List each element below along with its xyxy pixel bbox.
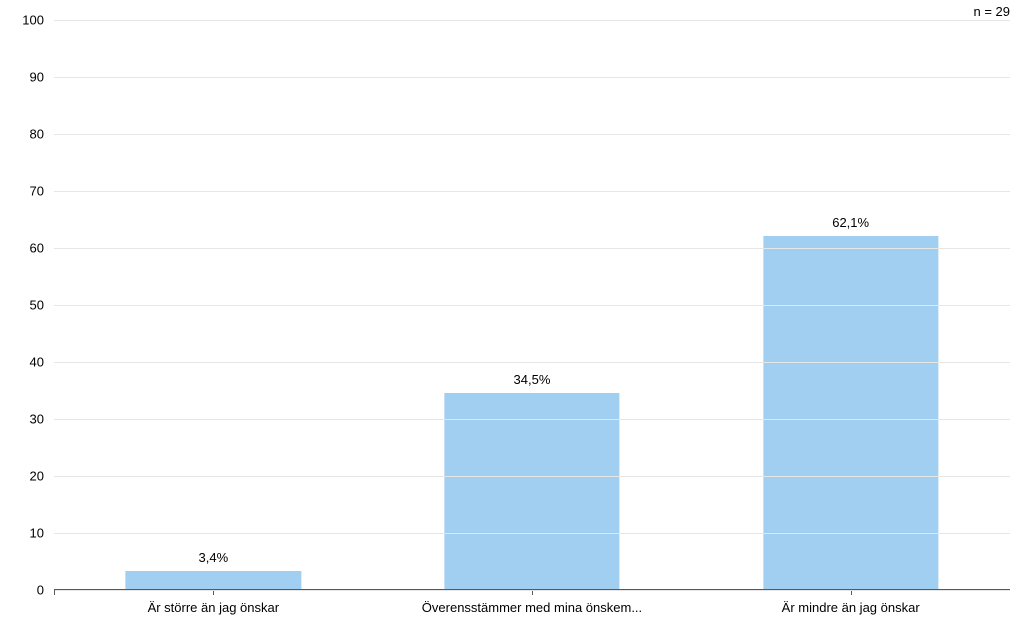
y-tick-label: 80 <box>30 127 44 142</box>
y-tick-label: 0 <box>37 583 44 598</box>
sample-size-annotation: n = 29 <box>973 4 1010 19</box>
grid-line <box>54 533 1010 534</box>
bar: 34,5% <box>444 393 619 589</box>
bar-value-label: 34,5% <box>514 372 551 387</box>
y-tick-label: 40 <box>30 355 44 370</box>
grid-line <box>54 305 1010 306</box>
category-label: Överensstämmer med mina önskem... <box>422 600 642 615</box>
plot-area: 3,4%Är större än jag önskar34,5%Överenss… <box>54 20 1010 590</box>
grid-line <box>54 362 1010 363</box>
grid-line <box>54 134 1010 135</box>
y-tick-label: 50 <box>30 298 44 313</box>
grid-line <box>54 191 1010 192</box>
bar-chart: n = 29 3,4%Är större än jag önskar34,5%Ö… <box>0 0 1024 629</box>
y-tick-label: 20 <box>30 469 44 484</box>
bar: 62,1% <box>763 236 938 589</box>
y-tick-label: 60 <box>30 241 44 256</box>
y-tick-label: 10 <box>30 526 44 541</box>
grid-line <box>54 20 1010 21</box>
y-tick-label: 100 <box>22 13 44 28</box>
bar: 3,4% <box>126 571 301 589</box>
grid-line <box>54 476 1010 477</box>
category-label: Är större än jag önskar <box>148 600 280 615</box>
category-label: Är mindre än jag önskar <box>782 600 920 615</box>
bar-value-label: 3,4% <box>199 550 229 565</box>
y-tick-label: 70 <box>30 184 44 199</box>
y-tick-label: 30 <box>30 412 44 427</box>
grid-line <box>54 590 1010 591</box>
grid-line <box>54 248 1010 249</box>
grid-line <box>54 419 1010 420</box>
grid-line <box>54 77 1010 78</box>
y-tick-label: 90 <box>30 70 44 85</box>
x-tick <box>54 590 55 595</box>
bar-value-label: 62,1% <box>832 215 869 230</box>
